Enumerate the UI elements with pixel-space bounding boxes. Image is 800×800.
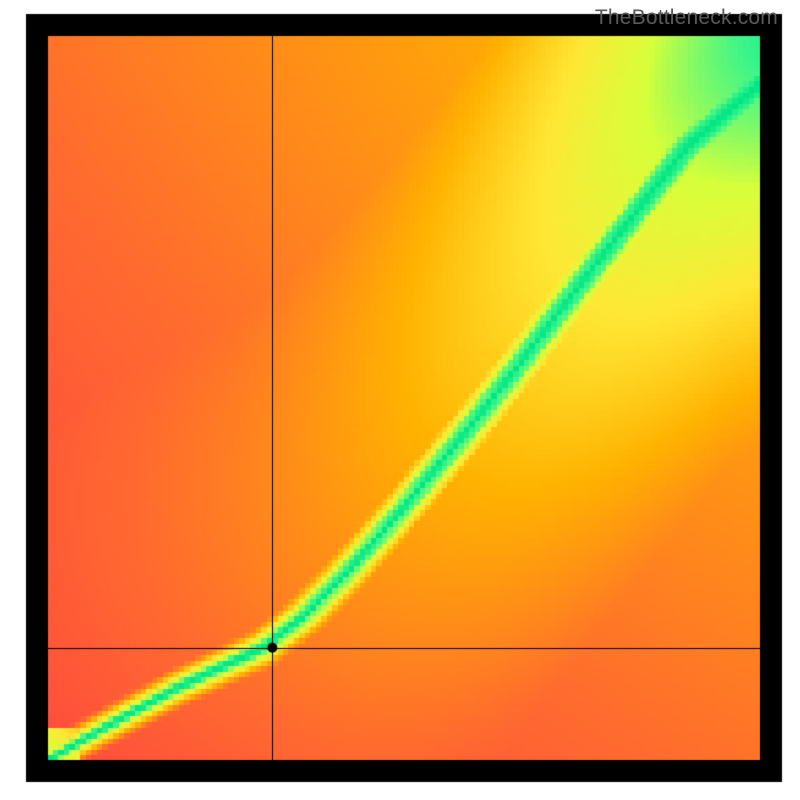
chart-container: TheBottleneck.com (0, 0, 800, 800)
heatmap-canvas (0, 0, 800, 800)
watermark-text: TheBottleneck.com (595, 6, 778, 30)
